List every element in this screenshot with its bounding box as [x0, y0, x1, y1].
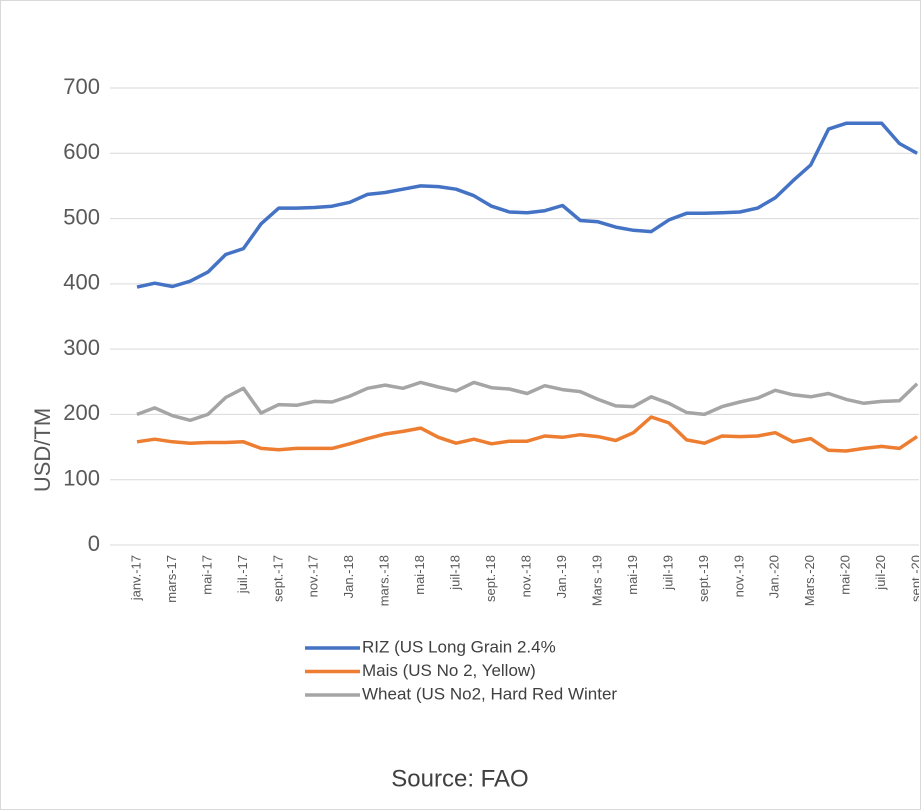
- series-line: [136, 121, 918, 289]
- x-tick-label: juil.-17: [235, 555, 250, 594]
- y-tick-label: 700: [63, 74, 100, 99]
- x-tick-label: Jan.-18: [341, 555, 356, 598]
- x-tick-label: sept.-20: [909, 555, 921, 602]
- y-tick-label: 600: [63, 139, 100, 164]
- y-axis-label: USD/TM: [30, 408, 55, 492]
- y-tick-label: 500: [63, 204, 100, 229]
- x-tick-label: nov.-18: [518, 555, 533, 597]
- x-tick-label: mai-20: [838, 555, 853, 595]
- series-line: [136, 380, 919, 423]
- x-tick-label: mai-19: [625, 555, 640, 595]
- legend-label: RIZ (US Long Grain 2.4%: [362, 637, 556, 656]
- x-tick-label: juil-19: [660, 555, 675, 591]
- y-tick-label: 400: [63, 270, 100, 295]
- series-line: [136, 415, 919, 453]
- x-tick-label: juil-20: [873, 555, 888, 591]
- x-tick-label: sept.-17: [270, 555, 285, 602]
- x-tick-label: Mars -19: [589, 555, 604, 606]
- legend-label: Wheat (US No2, Hard Red Winter: [362, 684, 617, 703]
- x-tick-label: Mars.-20: [802, 555, 817, 606]
- x-tick-label: nov.-19: [731, 555, 746, 597]
- x-tick-label: sept.-18: [483, 555, 498, 602]
- source: Source: FAO: [391, 765, 528, 792]
- x-tick-label: mars.-18: [377, 555, 392, 606]
- x-tick-label: juil-18: [448, 555, 463, 591]
- x-tick-label: Jan.-19: [554, 555, 569, 598]
- y-tick-label: 100: [63, 466, 100, 491]
- x-tick-label: mars-17: [164, 555, 179, 603]
- x-tick-label: nov.-17: [306, 555, 321, 597]
- plot-area: 0 100 200 300 400 500 600 700 janv.-17 mars-17 mai…: [63, 74, 921, 606]
- x-tick-label: mai-18: [412, 555, 427, 595]
- x-tick-label: Jan.-20: [767, 555, 782, 598]
- legend-label: Mais (US No 2, Yellow): [362, 661, 536, 680]
- y-tick-label: 300: [63, 335, 100, 360]
- x-tick-label: janv.-17: [128, 555, 143, 601]
- x-tick-label: mai-17: [199, 555, 214, 595]
- x-tick-label: sept.-19: [696, 555, 711, 602]
- y-tick-label: 200: [63, 400, 100, 425]
- y-tick-label: 0: [88, 531, 100, 556]
